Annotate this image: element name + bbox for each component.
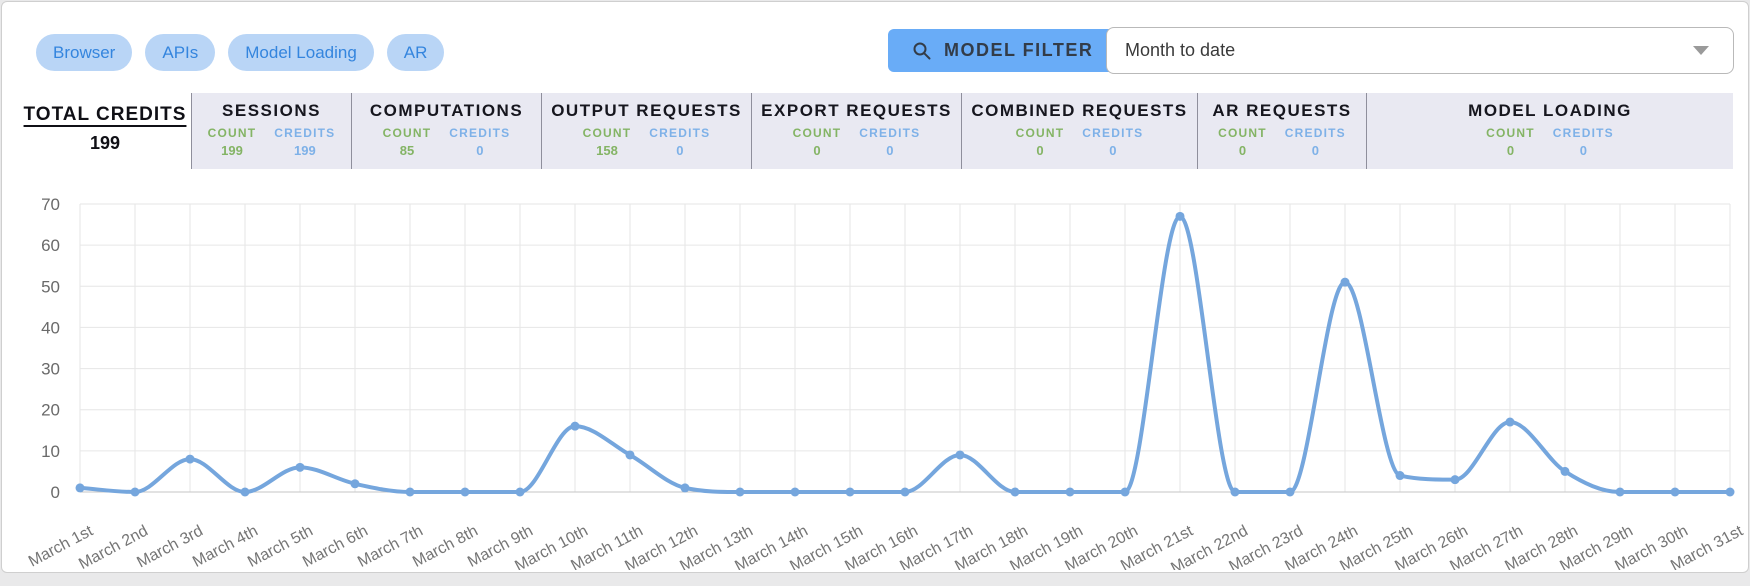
credits-label: CREDITS [1082, 126, 1144, 140]
data-point-marker[interactable] [1450, 475, 1460, 485]
credits-value: 0 [1109, 143, 1117, 158]
data-point-marker[interactable] [790, 487, 800, 497]
tab-sessions[interactable]: SESSIONS COUNT 199 CREDITS 199 [191, 93, 351, 169]
count-value: 0 [813, 143, 821, 158]
count-label: COUNT [792, 126, 842, 140]
count-value: 0 [1238, 143, 1247, 158]
data-point-marker[interactable] [1560, 466, 1570, 476]
y-axis-label: 40 [41, 318, 60, 337]
data-point-marker[interactable] [900, 487, 910, 497]
count-value: 0 [1036, 143, 1044, 158]
data-point-marker[interactable] [515, 487, 525, 497]
credits-value: 0 [476, 143, 484, 158]
data-point-marker[interactable] [680, 483, 690, 493]
credits-label: CREDITS [449, 126, 511, 140]
count-label: COUNT [207, 126, 257, 140]
search-icon [912, 41, 932, 61]
credits-line-chart[interactable]: 0 10 20 30 40 50 60 70 March 1st March 2nd March 3… [2, 170, 1750, 577]
count-value: 199 [221, 143, 243, 158]
y-axis-label: 20 [41, 401, 60, 420]
data-point-marker[interactable] [460, 487, 470, 497]
filter-pills: Browser APIs Model Loading AR [36, 34, 445, 71]
data-point-marker[interactable] [1395, 471, 1405, 481]
y-axis-label: 10 [41, 442, 60, 461]
count-label: COUNT [382, 126, 432, 140]
credits-value: 199 [293, 143, 316, 158]
filter-pill-browser[interactable]: Browser [36, 34, 133, 71]
data-point-marker[interactable] [1065, 487, 1075, 497]
y-axis-label: 50 [41, 277, 60, 296]
model-filter-label: MODEL FILTER [944, 40, 1094, 60]
model-filter-button[interactable]: MODEL FILTER [888, 29, 1118, 72]
filter-pill-ar[interactable]: AR [386, 34, 445, 71]
data-point-marker[interactable] [1175, 211, 1185, 221]
data-point-marker[interactable] [1725, 487, 1735, 497]
tab-ar-requests[interactable]: AR REQUESTS COUNT 0 CREDITS 0 [1197, 93, 1366, 169]
total-credits-value: 199 [89, 133, 121, 153]
data-point-marker[interactable] [240, 487, 250, 497]
data-point-marker[interactable] [1615, 487, 1625, 497]
data-point-marker[interactable] [1670, 487, 1680, 497]
line-path [78, 214, 1732, 495]
credits-value: 0 [676, 143, 684, 158]
filter-pill-model-loading[interactable]: Model Loading [228, 34, 374, 71]
count-label: COUNT [582, 126, 632, 140]
data-point-marker[interactable] [185, 454, 195, 464]
data-point-marker[interactable] [570, 421, 580, 431]
data-point-marker[interactable] [130, 487, 140, 497]
data-point-marker[interactable] [845, 487, 855, 497]
y-axis-label: 0 [51, 483, 60, 502]
y-axis-label: 60 [41, 236, 60, 255]
data-point-marker[interactable] [1010, 487, 1020, 497]
total-credits-label: TOTAL CREDITS [23, 104, 187, 125]
count-label: COUNT [1486, 126, 1535, 140]
tab-label: EXPORT REQUESTS [761, 101, 952, 120]
data-point-marker[interactable] [1340, 277, 1350, 287]
credits-value: 0 [886, 143, 894, 158]
credits-label: CREDITS [859, 126, 921, 140]
tab-computations[interactable]: COMPUTATIONS COUNT 85 CREDITS 0 [351, 93, 541, 169]
stats-tab-bar: TOTAL CREDITS 199 SESSIONS COUNT 199 CRE… [19, 93, 1733, 169]
data-point-marker[interactable] [350, 479, 360, 489]
count-value: 158 [596, 143, 618, 158]
filter-pill-apis[interactable]: APIs [145, 34, 216, 71]
date-range-value: Month to date [1125, 40, 1236, 60]
credits-label: CREDITS [1552, 126, 1614, 140]
data-point-marker[interactable] [75, 483, 85, 493]
data-point-marker[interactable] [1230, 487, 1240, 497]
data-point-marker[interactable] [295, 462, 305, 472]
tab-label: AR REQUESTS [1212, 101, 1352, 120]
tab-label: OUTPUT REQUESTS [551, 101, 742, 120]
y-axis-label: 30 [41, 360, 60, 379]
y-axis-label: 70 [41, 195, 60, 214]
data-point-marker[interactable] [735, 487, 745, 497]
tab-model-loading[interactable]: MODEL LOADING COUNT 0 CREDITS 0 [1366, 93, 1733, 169]
data-point-marker[interactable] [1505, 417, 1515, 427]
tab-output-requests[interactable]: OUTPUT REQUESTS COUNT 158 CREDITS 0 [541, 93, 751, 169]
tab-label: SESSIONS [222, 101, 321, 120]
count-label: COUNT [1015, 126, 1065, 140]
data-point-marker[interactable] [955, 450, 965, 460]
tab-combined-requests[interactable]: COMBINED REQUESTS COUNT 0 CREDITS 0 [961, 93, 1197, 169]
data-point-marker[interactable] [1285, 487, 1295, 497]
credits-label: CREDITS [274, 126, 336, 140]
count-value: 0 [1506, 143, 1515, 158]
tab-total-credits[interactable]: TOTAL CREDITS 199 [19, 93, 191, 169]
count-value: 85 [399, 143, 415, 158]
tab-label: COMBINED REQUESTS [971, 101, 1188, 120]
data-point-marker[interactable] [405, 487, 415, 497]
tab-label: MODEL LOADING [1468, 101, 1632, 120]
tab-label: COMPUTATIONS [369, 101, 524, 120]
date-range-select[interactable]: Month to date [1106, 27, 1734, 74]
credits-value: 0 [1311, 143, 1319, 158]
tab-export-requests[interactable]: EXPORT REQUESTS COUNT 0 CREDITS 0 [751, 93, 961, 169]
credits-label: CREDITS [649, 126, 711, 140]
data-point-marker[interactable] [625, 450, 635, 460]
chevron-down-icon [1693, 46, 1709, 55]
credits-label: CREDITS [1284, 126, 1346, 140]
data-point-marker[interactable] [1120, 487, 1130, 497]
credits-value: 0 [1579, 143, 1587, 158]
count-label: COUNT [1218, 126, 1267, 140]
